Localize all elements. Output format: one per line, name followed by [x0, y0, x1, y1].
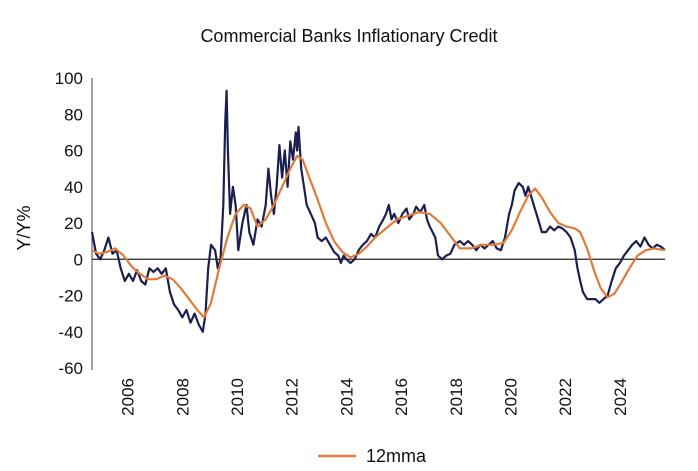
x-tick-label: 2014 [337, 378, 356, 416]
x-tick-label: 2006 [119, 378, 138, 416]
y-tick-label: 20 [64, 214, 83, 233]
x-tick-label: 2020 [501, 378, 520, 416]
y-tick-label: 40 [64, 178, 83, 197]
y-tick-label: 0 [74, 250, 83, 269]
series-line-12mma [91, 154, 666, 319]
y-tick-label: 80 [64, 105, 83, 124]
x-tick-label: 2022 [556, 378, 575, 416]
y-axis-title: Y/Y% [14, 205, 34, 250]
x-tick-label: 2024 [611, 378, 630, 416]
legend: 12mma [318, 446, 427, 466]
x-tick-label: 2016 [392, 378, 411, 416]
x-tick-label: 2012 [283, 378, 302, 416]
series-line-credit [90, 89, 666, 333]
y-tick-labels: -60 -40 -20 0 20 40 60 80 100 [55, 69, 83, 378]
x-tick-label: 2018 [447, 378, 466, 416]
chart-title: Commercial Banks Inflationary Credit [200, 26, 498, 46]
y-tick-label: 100 [55, 69, 83, 88]
y-tick-label: -60 [58, 359, 83, 378]
y-tick-label: 60 [64, 142, 83, 161]
legend-label-12mma: 12mma [366, 446, 427, 466]
y-tick-label: -40 [58, 323, 83, 342]
y-tick-label: -20 [58, 287, 83, 306]
x-tick-labels: 2006 2008 2010 2012 2014 2016 2018 2020 2022 2024 [119, 378, 630, 416]
x-tick-label: 2010 [228, 378, 247, 416]
x-tick-label: 2008 [173, 378, 192, 416]
series-layer [90, 89, 666, 333]
